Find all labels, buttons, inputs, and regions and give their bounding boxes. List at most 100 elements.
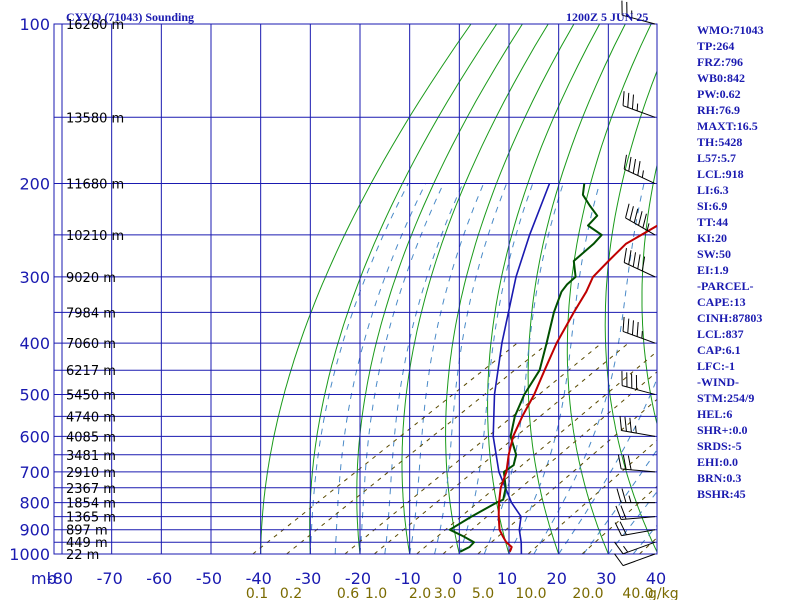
stability-index-row: CINH:87803	[697, 311, 763, 325]
stability-index-row: FRZ:796	[697, 55, 743, 69]
height-label: 1854 m	[66, 497, 116, 512]
wind-barb	[617, 454, 656, 473]
wind-barb	[619, 415, 656, 437]
wind-barb	[615, 505, 656, 521]
moist-adiabat-line	[409, 183, 485, 554]
pressure-unit-label: mb	[31, 569, 57, 588]
temperature-tick-label: 20	[547, 569, 567, 588]
temperature-tick-label: -50	[196, 569, 222, 588]
mixing-ratio-label: 3.0	[434, 586, 456, 600]
height-label: 1365 m	[66, 511, 116, 526]
temperature-tick-label: 10	[497, 569, 517, 588]
wind-barb	[614, 553, 656, 567]
temperature-tick-label: 40	[646, 569, 666, 588]
dry-adiabat-line	[260, 24, 472, 554]
mixing-ratio-label: 40.0	[622, 586, 653, 600]
dry-adiabat-line	[527, 24, 626, 554]
dry-adiabat-line	[566, 24, 652, 554]
temperature-tick-label: -30	[295, 569, 321, 588]
mixing-ratio-line	[286, 342, 549, 554]
height-label: 7060 m	[66, 337, 116, 352]
wind-barbs	[614, 0, 656, 567]
wind-barb	[614, 541, 656, 555]
height-label: 2367 m	[66, 482, 116, 497]
stability-index-row: SHR+:0.0	[697, 423, 748, 437]
height-label: 10210 m	[66, 229, 124, 244]
stability-index-row: -WIND-	[697, 375, 739, 389]
mixing-ratio-label: 2.0	[409, 586, 431, 600]
height-label: 5450 m	[66, 389, 116, 404]
moist-adiabat-line	[309, 183, 409, 554]
stability-index-row: WB0:842	[697, 71, 745, 85]
stability-index-row: BRN:0.3	[697, 471, 742, 485]
temperature-tick-label: -60	[146, 569, 172, 588]
temperature-tick-label: -80	[47, 569, 73, 588]
stability-index-row: BSHR:45	[697, 487, 746, 501]
height-label: 11680 m	[66, 178, 124, 193]
moist-adiabat-line	[384, 183, 464, 554]
temperature-tick-label: -70	[97, 569, 123, 588]
stability-index-row: EHI:0.0	[697, 455, 739, 469]
moist-adiabat-line	[508, 183, 600, 554]
temperature-tick-label: 30	[596, 569, 616, 588]
wind-barb	[622, 316, 656, 344]
temperature-tick-label: -40	[246, 569, 272, 588]
wind-barb	[623, 248, 656, 278]
wind-barb	[623, 154, 656, 184]
mixing-ratio-label: 0.2	[280, 586, 302, 600]
chart-title: CYVQ (71043) Sounding	[66, 10, 194, 24]
pressure-tick-label: 200	[19, 175, 50, 194]
height-label: 7984 m	[66, 306, 116, 321]
mixing-ratio-line	[344, 342, 602, 554]
stability-index-row: CAP:6.1	[697, 343, 741, 357]
temperature-tick-label: -20	[345, 569, 371, 588]
sounding-profiles	[448, 183, 657, 554]
mixing-ratio-line	[442, 371, 657, 554]
moist-adiabat-line	[334, 183, 426, 554]
stability-index-row: HEL:6	[697, 407, 733, 421]
grid-lines	[53, 23, 658, 555]
mixing-ratio-label: 20.0	[572, 586, 603, 600]
moist-adiabat-line	[583, 448, 657, 554]
moist-adiabat-line	[607, 490, 657, 554]
stability-index-row: CAPE:13	[697, 295, 746, 309]
pressure-tick-label: 700	[19, 463, 50, 482]
pressure-tick-label: 400	[19, 334, 50, 353]
temperature-line	[497, 224, 657, 553]
stability-index-row: MAXT:16.5	[697, 119, 758, 133]
dry-adiabat-line	[309, 24, 498, 554]
wind-barb	[621, 371, 656, 395]
moist-adiabat-line	[558, 377, 657, 554]
wind-barb	[621, 0, 656, 25]
dewpoint-line	[448, 183, 603, 553]
height-label: 897 m	[66, 524, 108, 539]
temperature-tick-label: -10	[395, 569, 421, 588]
stability-index-row: EI:1.9	[697, 263, 729, 277]
pressure-tick-label: 800	[19, 494, 50, 513]
moist-adiabat-line	[434, 183, 508, 554]
pressure-tick-label: 500	[19, 386, 50, 405]
stability-index-row: LCL:918	[697, 167, 744, 181]
height-label: 449 m	[66, 536, 108, 551]
pressure-tick-label: 600	[19, 427, 50, 446]
stability-index-row: RH:76.9	[697, 103, 740, 117]
stability-index-row: STM:254/9	[697, 391, 755, 405]
height-label: 6217 m	[66, 364, 116, 379]
plot-frame	[53, 23, 658, 555]
height-label: 9020 m	[66, 271, 116, 286]
mixing-ratio-label: 5.0	[472, 586, 494, 600]
height-label: 22 m	[66, 548, 99, 563]
parcel-trace-line	[492, 183, 551, 554]
mixing-ratio-label: 1.0	[365, 586, 387, 600]
stability-index-row: L57:5.7	[697, 151, 736, 165]
mixing-ratio-line	[373, 342, 629, 554]
stability-index-row: WMO:71043	[697, 23, 764, 37]
pressure-tick-label: 1000	[9, 545, 50, 564]
height-label: 3481 m	[66, 449, 116, 464]
height-label: 16260 m	[66, 18, 124, 33]
dry-adiabat-line	[356, 24, 523, 554]
stability-indices-panel: WMO:71043 TP:264 FRZ:796 WB0:842 PW:0.62 RH:7…	[697, 22, 800, 502]
mixing-ratio-label: 10.0	[515, 586, 546, 600]
